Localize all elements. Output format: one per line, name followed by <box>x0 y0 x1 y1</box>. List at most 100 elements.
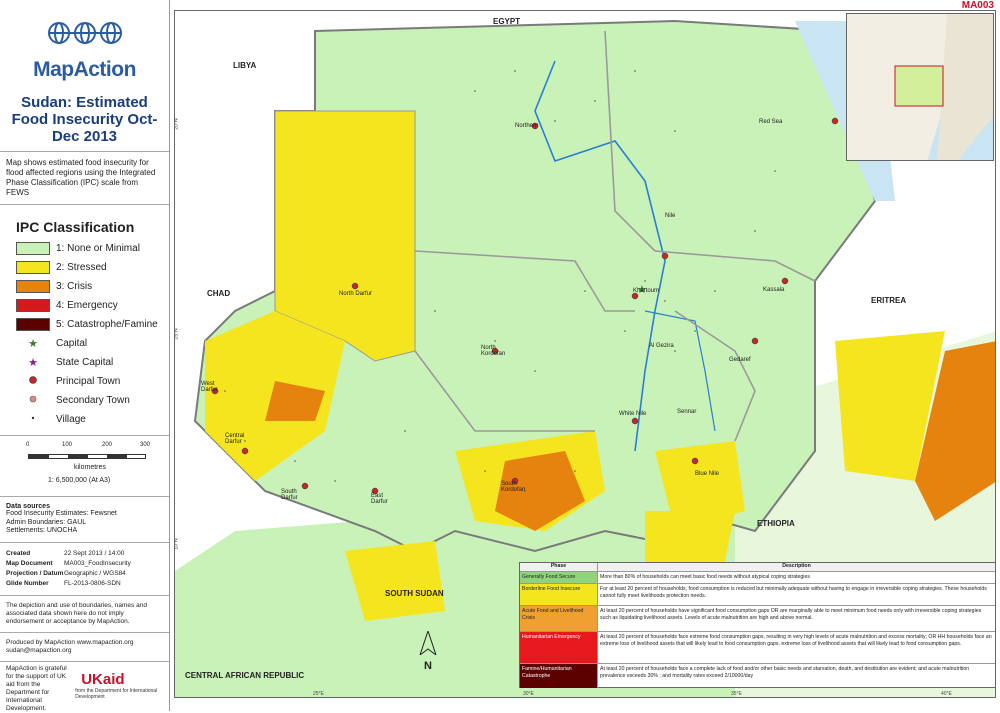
sudan-extent-box <box>894 65 944 107</box>
ipc-description-table: Phase Description Generally Food Secure … <box>519 562 996 688</box>
legend-item: 2: Stressed <box>16 258 163 277</box>
scale-tick: 100 <box>62 442 73 448</box>
table-row: Borderline Food Insecure For at least 20… <box>520 584 995 606</box>
footer: MapAction is grateful for the support of… <box>6 665 166 713</box>
country-label: SOUTH SUDAN <box>385 589 444 598</box>
table-row: Famine/Humanitarian Catastrophe At least… <box>520 664 995 688</box>
description-cell: At least 20 percent of households face e… <box>600 634 992 647</box>
south-kordofan-crisis <box>495 451 585 531</box>
map-metadata: Created 22 Sept 2013 / 14:00 Map Document… <box>6 549 131 587</box>
description-cell: More than 80% of households can meet bas… <box>600 574 810 580</box>
phase-cell: Famine/Humanitarian Catastrophe <box>520 664 598 688</box>
scale-bar: 0 100 200 300 kilometres 1: 6,500,000 (A… <box>6 442 163 494</box>
ethiopia-crisis <box>915 341 995 521</box>
legend-item: 3: Crisis <box>16 277 163 296</box>
scale-tick: 0 <box>26 442 30 448</box>
legend-label: State Capital <box>56 357 114 368</box>
data-source-line: Food Insecurity Estimates: Fewsnet <box>6 510 117 517</box>
state-label: East Darfur <box>371 493 388 505</box>
legend-label: Principal Town <box>56 376 121 387</box>
description-cell: At least 20 percent of households have s… <box>600 608 982 621</box>
locator-canvas <box>847 14 993 160</box>
phase-cell: Humanitarian Emergency <box>520 632 598 663</box>
state-capital-star-icon: ★ <box>28 357 38 369</box>
village-dots <box>224 70 776 492</box>
blue-nile-stressed <box>655 441 745 531</box>
legend-item: 5: Catastrophe/Famine <box>16 315 163 334</box>
phase-cell: Acute Food and Livelihood Crisis <box>520 606 598 631</box>
table-row: Acute Food and Livelihood Crisis At leas… <box>520 606 995 632</box>
state-label: Nile <box>665 213 676 219</box>
capital-star: ★ <box>637 284 647 296</box>
legend-swatch <box>16 280 50 293</box>
legend-label: 5: Catastrophe/Famine <box>56 319 158 330</box>
coord-label: 20°N <box>174 118 180 130</box>
legend-item: ★ Capital <box>16 334 163 353</box>
map-title: Sudan: Estimated Food Insecurity Oct-Dec… <box>11 94 158 145</box>
secondary-town-dot-icon <box>16 394 50 407</box>
legend-label: Secondary Town <box>56 395 130 406</box>
scale-units: kilometres <box>74 464 106 471</box>
country-label: CENTRAL AFRICAN REPUBLIC <box>185 671 305 680</box>
data-source-line: Settlements: UNOCHA <box>6 527 78 534</box>
state-label: Sennar <box>677 409 697 415</box>
darfur-crisis <box>265 381 325 421</box>
map-code: MA003 <box>961 0 994 11</box>
state-label: Blue Nile <box>695 471 720 477</box>
state-label: Central Darfur <box>225 433 245 445</box>
state-label: North Darfur <box>339 291 373 297</box>
data-sources-heading: Data sources <box>6 503 50 510</box>
state-label: Red Sea <box>759 119 783 125</box>
village-dot-icon <box>16 413 50 426</box>
state-label: Khartoum <box>633 288 660 294</box>
coord-label: 35°E <box>731 691 742 697</box>
blue-nile-river <box>644 310 716 432</box>
legend-swatch <box>16 261 50 274</box>
state-label: Northern <box>515 123 539 129</box>
nile-river <box>534 60 666 452</box>
table-row: Generally Food Secure More than 80% of h… <box>520 572 995 584</box>
coord-label: 10°N <box>174 538 180 550</box>
legend-label: 3: Crisis <box>56 281 93 292</box>
legend-swatch <box>16 299 50 312</box>
legend-swatch <box>16 318 50 331</box>
produced-by: Produced by MapAction www.mapaction.org … <box>6 638 134 654</box>
legend-panel: MapAction Sudan: Estimated Food Insecuri… <box>0 0 170 713</box>
globe-logo-icon <box>47 22 122 44</box>
state-label: Kassala <box>763 287 785 293</box>
legend-item: 1: None or Minimal <box>16 239 163 258</box>
header-phase: Phase <box>520 563 598 571</box>
state-label: Al Gezira <box>649 343 674 349</box>
state-label: South Darfur <box>281 489 298 501</box>
data-source-line: Admin Boundaries: GAUL <box>6 518 87 526</box>
footer-text: MapAction is grateful for the support of… <box>6 665 67 712</box>
state-label: Gedaref <box>729 357 751 363</box>
north-label: N <box>424 660 432 672</box>
header-description: Description <box>782 563 811 569</box>
phase-cell: Borderline Food Insecure <box>520 584 598 605</box>
south-sudan-stressed <box>345 541 445 621</box>
ethiopia-stressed <box>835 331 945 481</box>
legend-item: Principal Town <box>16 372 163 391</box>
scale-tick: 200 <box>102 442 113 448</box>
scale-ratio: 1: 6,500,000 (At A3) <box>48 477 111 484</box>
state-boundaries <box>414 30 816 442</box>
ukaid-sub: from the Department for International De… <box>75 688 158 700</box>
legend-item: 4: Emergency <box>16 296 163 315</box>
coord-label: 15°N <box>174 328 180 340</box>
phase-cell: Generally Food Secure <box>520 572 598 583</box>
coord-label: 25°E <box>313 691 324 697</box>
principal-towns <box>211 117 839 495</box>
legend-label: 4: Emergency <box>56 300 118 311</box>
north-arrow-icon <box>419 629 437 657</box>
logo-name: MapAction <box>33 58 136 81</box>
locator-inset-map <box>846 13 994 161</box>
legend-label: 2: Stressed <box>56 262 107 273</box>
coord-label: 40°E <box>941 691 952 697</box>
description-cell: For at least 20 percent of households, f… <box>600 586 987 599</box>
principal-town-dot-icon <box>16 375 50 388</box>
legend-item: Village <box>16 410 163 429</box>
table-header: Phase Description <box>520 563 995 572</box>
map-description: Map shows estimated food insecurity for … <box>6 158 156 197</box>
country-label: EGYPT <box>493 17 521 26</box>
